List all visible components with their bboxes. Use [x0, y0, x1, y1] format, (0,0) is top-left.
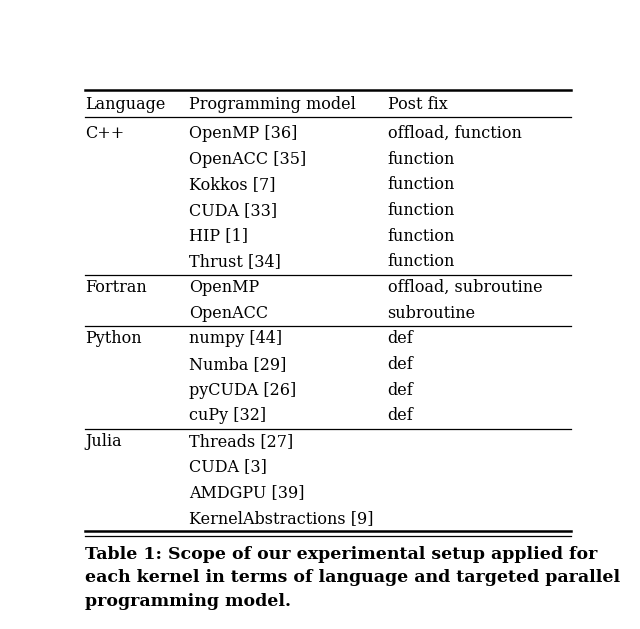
Text: offload, subroutine: offload, subroutine	[388, 279, 542, 296]
Text: def: def	[388, 356, 413, 373]
Text: Programming model: Programming model	[189, 96, 356, 113]
Text: Fortran: Fortran	[85, 279, 147, 296]
Text: AMDGPU [39]: AMDGPU [39]	[189, 484, 305, 501]
Text: Threads [27]: Threads [27]	[189, 433, 293, 450]
Text: KernelAbstractions [9]: KernelAbstractions [9]	[189, 510, 374, 527]
Text: Thrust [34]: Thrust [34]	[189, 253, 281, 270]
Text: cuPy [32]: cuPy [32]	[189, 407, 266, 424]
Text: numpy [44]: numpy [44]	[189, 330, 282, 347]
Text: def: def	[388, 407, 413, 424]
Text: function: function	[388, 150, 455, 167]
Text: HIP [1]: HIP [1]	[189, 228, 248, 245]
Text: OpenMP [36]: OpenMP [36]	[189, 125, 298, 142]
Text: Table 1: Scope of our experimental setup applied for
each kernel in terms of lan: Table 1: Scope of our experimental setup…	[85, 546, 620, 610]
Text: CUDA [3]: CUDA [3]	[189, 459, 267, 476]
Text: OpenACC: OpenACC	[189, 304, 268, 321]
Text: Kokkos [7]: Kokkos [7]	[189, 176, 276, 193]
Text: function: function	[388, 228, 455, 245]
Text: subroutine: subroutine	[388, 304, 476, 321]
Text: def: def	[388, 330, 413, 347]
Text: pyCUDA [26]: pyCUDA [26]	[189, 382, 296, 399]
Text: function: function	[388, 202, 455, 219]
Text: function: function	[388, 253, 455, 270]
Text: Numba [29]: Numba [29]	[189, 356, 287, 373]
Text: Julia: Julia	[85, 433, 122, 450]
Text: OpenMP: OpenMP	[189, 279, 259, 296]
Text: CUDA [33]: CUDA [33]	[189, 202, 277, 219]
Text: function: function	[388, 176, 455, 193]
Text: Language: Language	[85, 96, 165, 113]
Text: def: def	[388, 382, 413, 399]
Text: Post fix: Post fix	[388, 96, 447, 113]
Text: OpenACC [35]: OpenACC [35]	[189, 150, 307, 167]
Text: C++: C++	[85, 125, 124, 142]
Text: offload, function: offload, function	[388, 125, 522, 142]
Text: Python: Python	[85, 330, 141, 347]
